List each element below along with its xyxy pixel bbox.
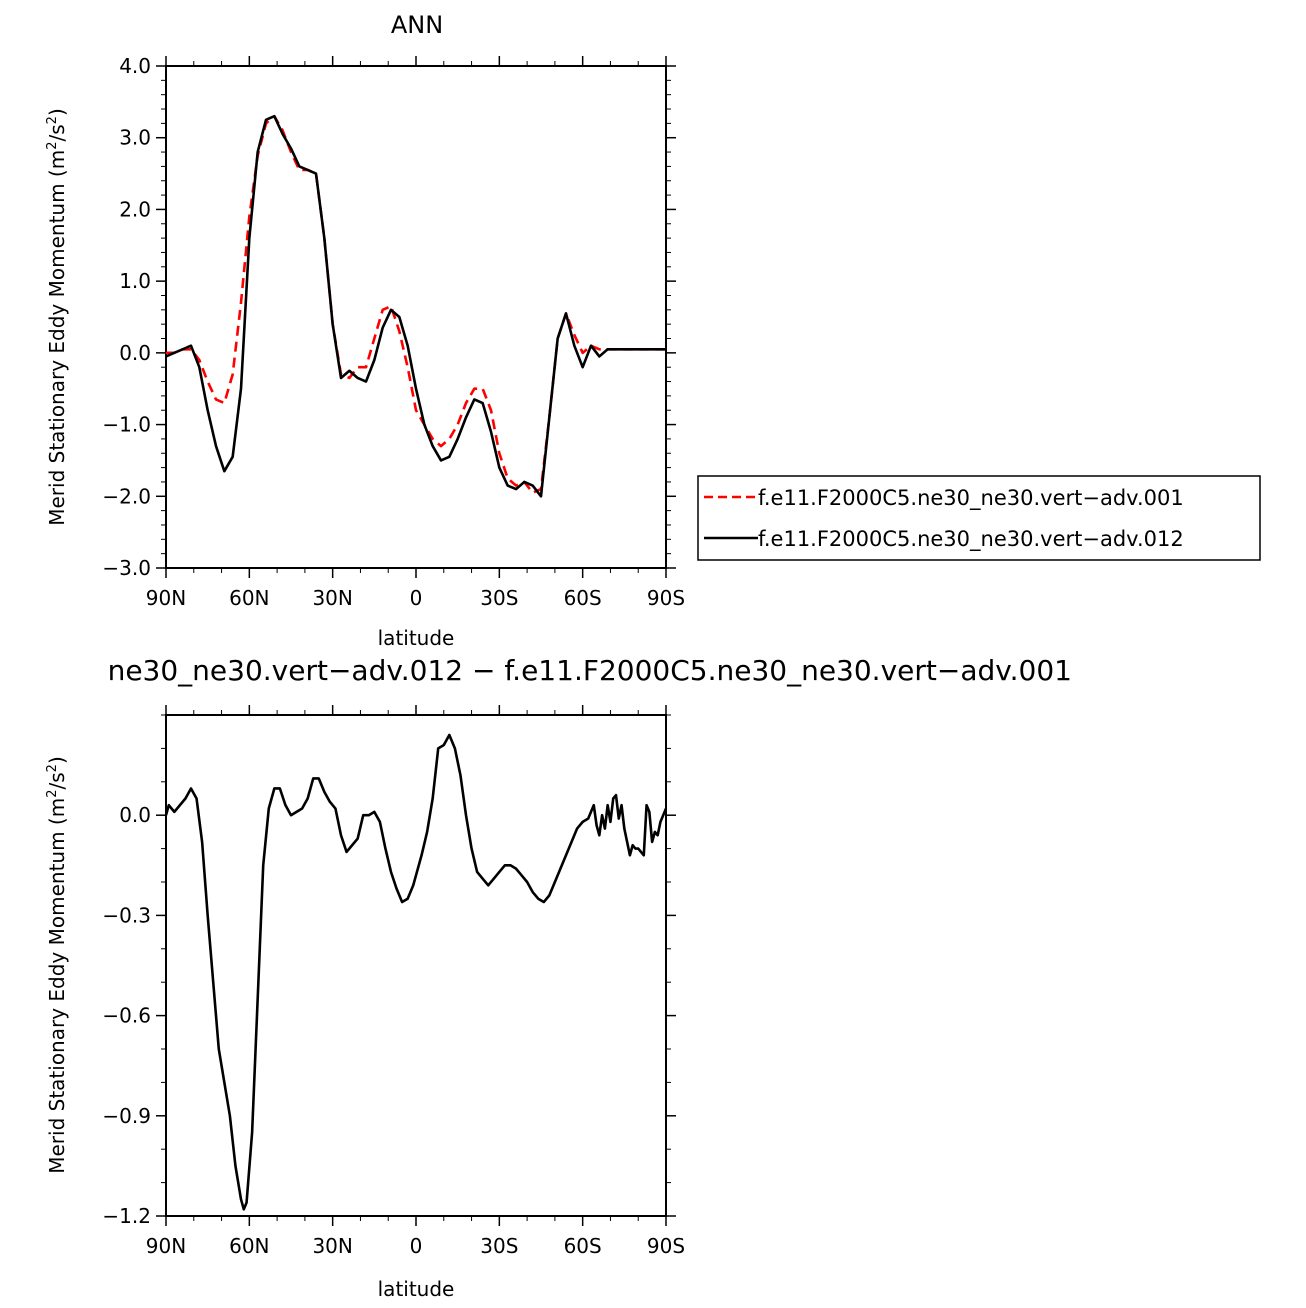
y-tick-label: −2.0 <box>102 484 151 508</box>
plot-frame-top <box>165 65 667 569</box>
y-tick-label: −0.6 <box>102 1004 151 1028</box>
y-tick-label: 3.0 <box>119 126 151 150</box>
x-tick-label: 90S <box>647 586 685 610</box>
y-axis-label-bottom: Merid Stationary Eddy Momentum (m2/s2) <box>45 756 69 1174</box>
legend-label-001: f.e11.F2000C5.ne30_ne30.vert−adv.001 <box>758 486 1184 511</box>
x-tick-label: 60N <box>229 1234 269 1258</box>
x-tick-label: 30S <box>480 586 518 610</box>
panel-top-chart: ANN 90N 60N 30N 0 30S 60S 90S −3.0 −2.0 −1.0 0.0 1.… <box>45 11 685 650</box>
x-tick-label: 90S <box>647 1234 685 1258</box>
x-tick-label: 90N <box>146 586 186 610</box>
x-tick-label: 30N <box>312 1234 352 1258</box>
panel-bottom-chart: ne30_ne30.vert−adv.012 − f.e11.F2000C5.n… <box>45 654 1072 1301</box>
y-tick-label: −3.0 <box>102 556 151 580</box>
series-group-top <box>165 114 666 498</box>
x-tick-label: 30N <box>312 586 352 610</box>
series-line-1-0 <box>164 733 668 1211</box>
y-tick-label: 0.0 <box>119 341 151 365</box>
y-axis-label-top: Merid Stationary Eddy Momentum (m2/s2) <box>45 108 69 526</box>
x-tick-label: 0 <box>410 1234 423 1258</box>
y-tick-label: 4.0 <box>119 54 151 78</box>
x-axis-label-top: latitude <box>378 626 455 650</box>
y-tick-label: −0.3 <box>102 903 151 927</box>
chart-title-bottom: ne30_ne30.vert−adv.012 − f.e11.F2000C5.n… <box>108 654 1072 687</box>
axis-ticks-top: 90N 60N 30N 0 30S 60S 90S −3.0 −2.0 −1.0 0.0 1.0 2.0… <box>102 54 685 610</box>
y-tick-label: 1.0 <box>119 269 151 293</box>
x-tick-label: 0 <box>410 586 423 610</box>
y-tick-label: 2.0 <box>119 197 151 221</box>
series-group-bottom <box>164 733 668 1211</box>
x-tick-label: 90N <box>146 1234 186 1258</box>
series-line-0-0 <box>166 114 666 494</box>
series-line-0-1 <box>165 114 666 498</box>
x-tick-label: 30S <box>480 1234 518 1258</box>
y-tick-label: −0.9 <box>102 1104 151 1128</box>
plot-frame-bottom <box>165 714 667 1217</box>
x-tick-label: 60S <box>564 586 602 610</box>
legend-box <box>697 475 1261 561</box>
legend-label-012: f.e11.F2000C5.ne30_ne30.vert−adv.012 <box>758 527 1184 552</box>
y-tick-label: −1.2 <box>102 1204 151 1228</box>
x-tick-label: 60S <box>564 1234 602 1258</box>
x-axis-label-bottom: latitude <box>378 1277 455 1301</box>
y-tick-label: 0.0 <box>119 803 151 827</box>
chart-title-top: ANN <box>391 11 443 39</box>
legend: f.e11.F2000C5.ne30_ne30.vert−adv.001 f.e… <box>697 475 1261 561</box>
x-tick-label: 60N <box>229 586 269 610</box>
axis-ticks-bottom: 90N 60N 30N 0 30S 60S 90S −1.2 −0.9 −0.6 −0.3 0.0 <box>102 705 685 1258</box>
y-tick-label: −1.0 <box>102 413 151 437</box>
